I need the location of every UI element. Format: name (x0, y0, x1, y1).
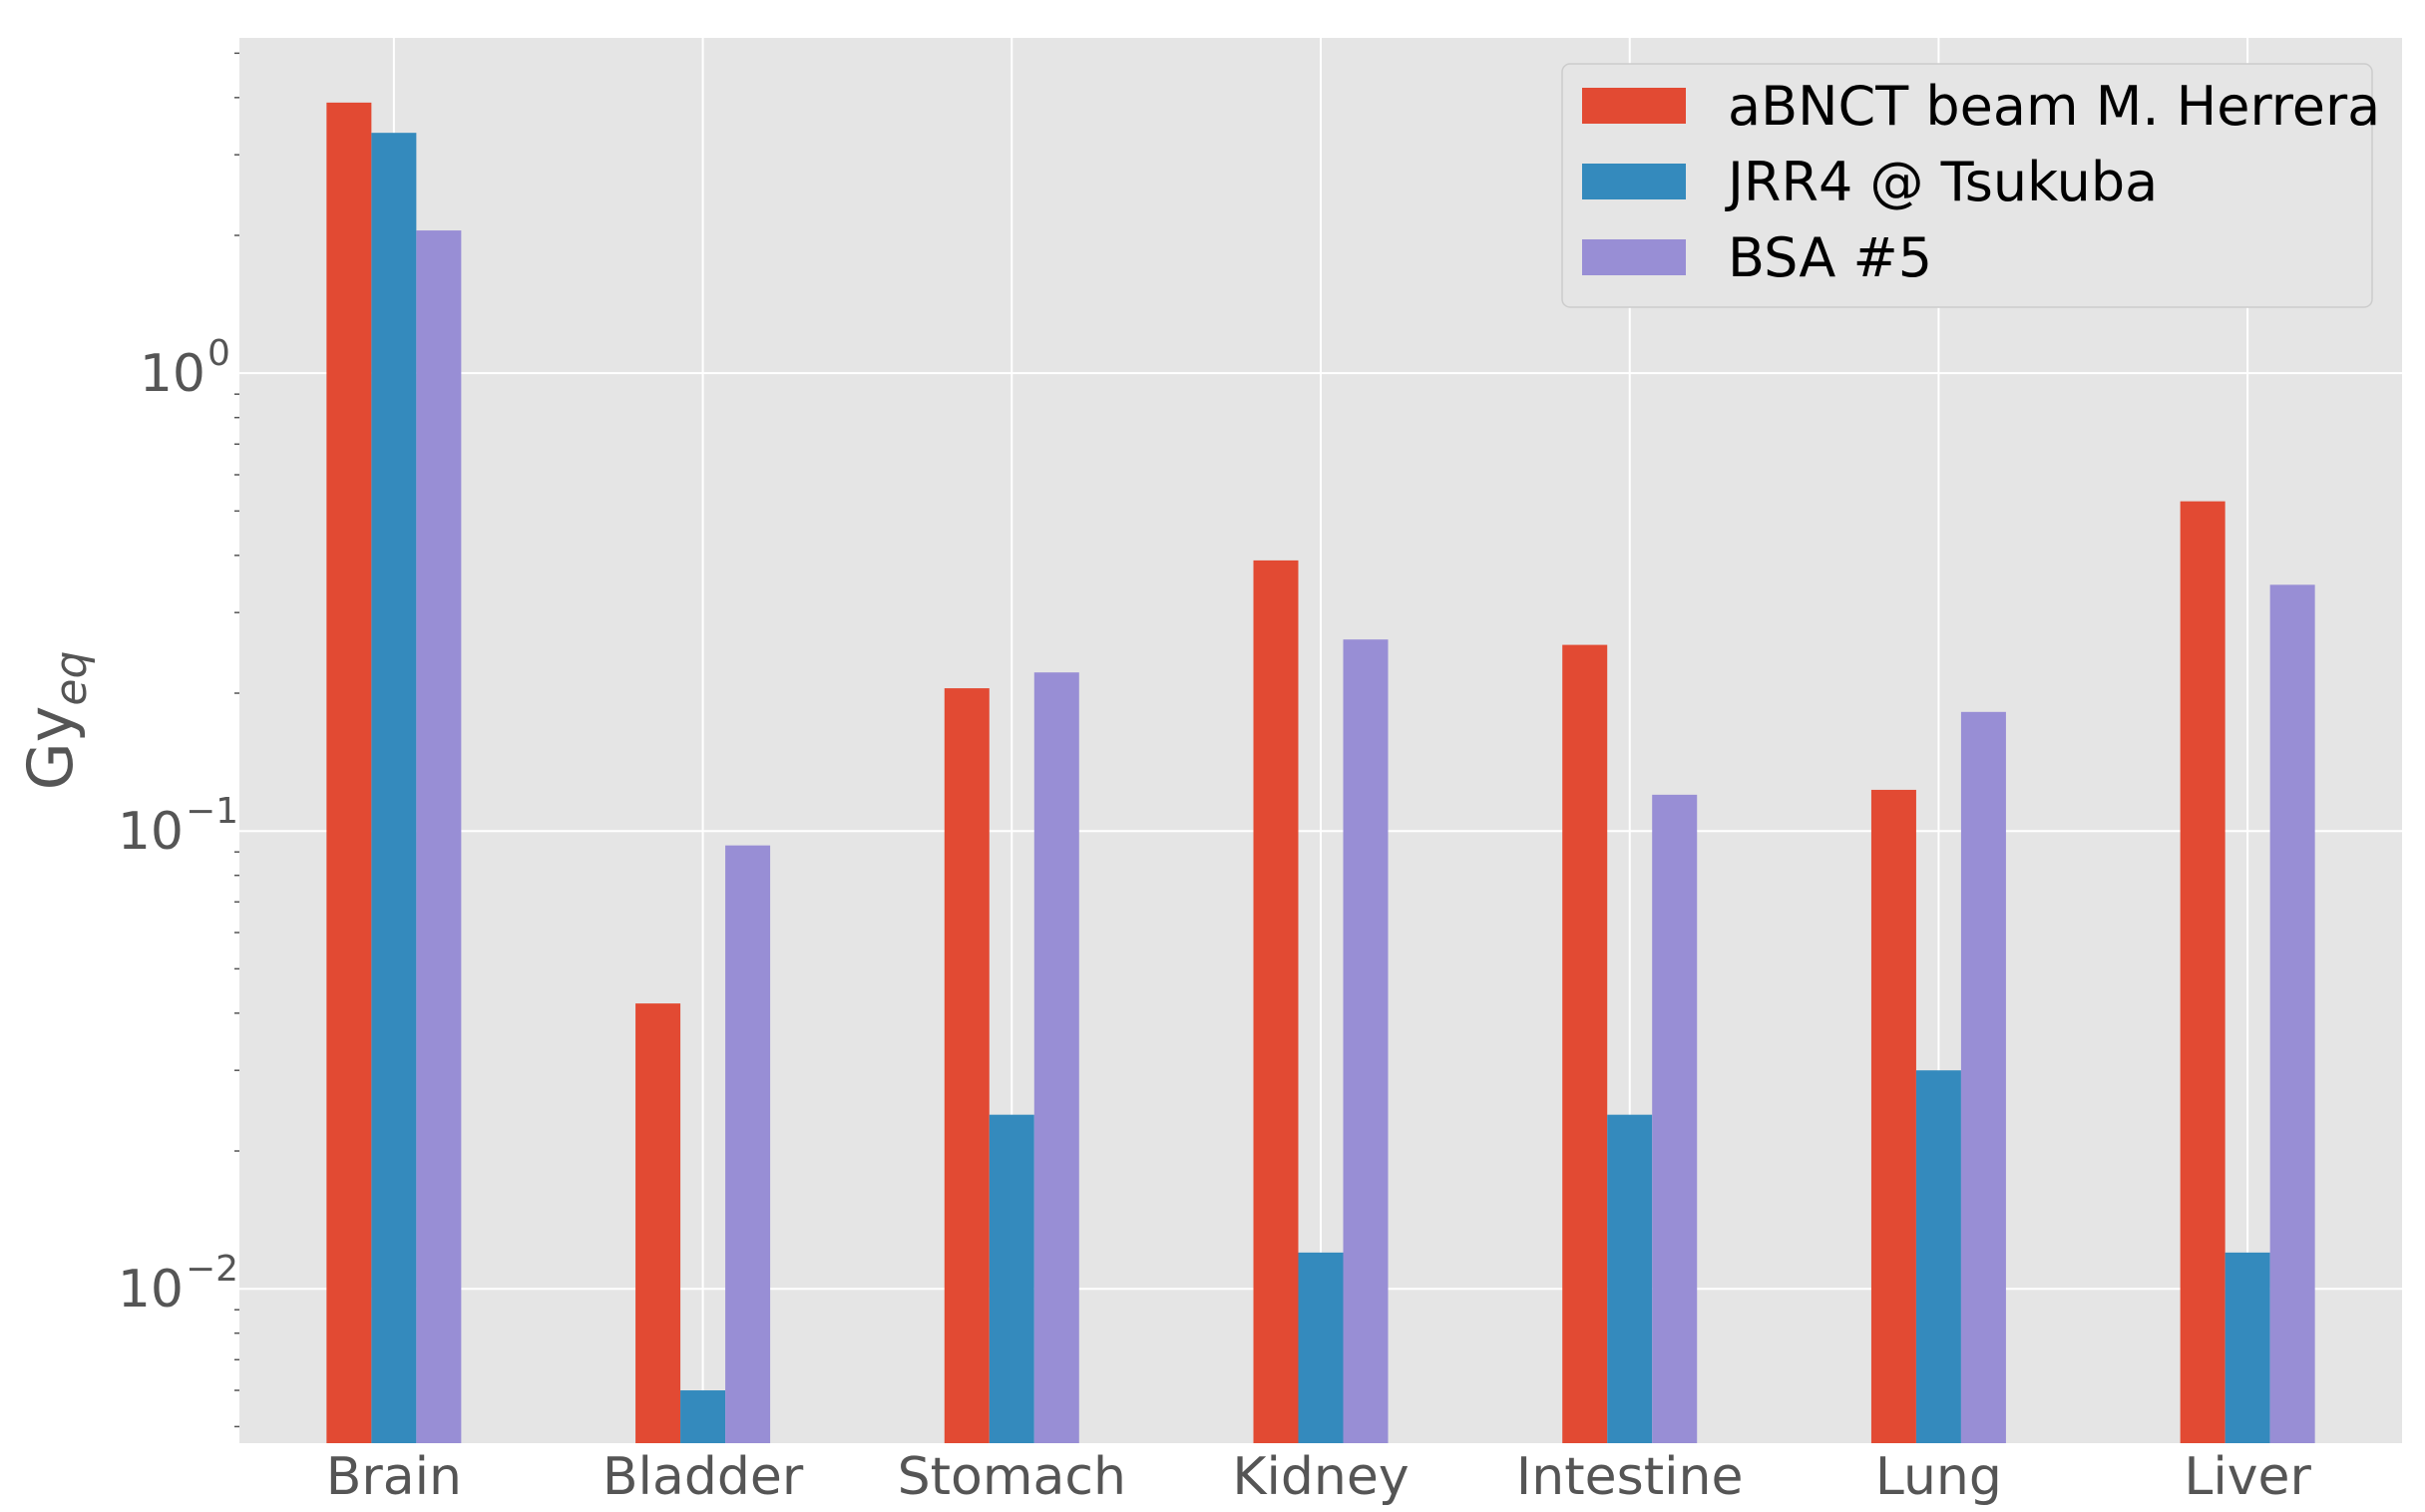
bar-brain-series-2 (371, 133, 417, 1444)
bar-intestine-series-1 (1562, 644, 1608, 1443)
bar-kidney-series-1 (1253, 560, 1299, 1443)
x-tick-label: Stomach (898, 1447, 1126, 1507)
legend-swatch (1582, 239, 1686, 275)
legend-label: JRR4 @ Tsukuba (1725, 151, 2158, 213)
bar-bladder-series-1 (635, 1003, 681, 1443)
bar-kidney-series-2 (1298, 1252, 1344, 1443)
bar-stomach-series-1 (944, 688, 990, 1443)
legend-label: BSA #5 (1728, 226, 1932, 289)
y-tick-exponent: −2 (186, 1249, 238, 1290)
y-axis-label-subscript: eq (46, 651, 97, 706)
y-tick-exponent: −1 (186, 791, 238, 832)
bar-kidney-series-3 (1343, 639, 1389, 1443)
x-tick-labels: Brain Bladder Stomach Kidney Intestine Lung Li… (326, 1447, 2312, 1507)
legend-label: aBNCT beam M. Herrera (1728, 75, 2380, 138)
bar-brain-series-3 (416, 230, 462, 1443)
bars-layer (326, 102, 2315, 1444)
bar-bladder-series-2 (680, 1390, 726, 1443)
x-tick-label: Bladder (603, 1447, 804, 1507)
bar-bladder-series-3 (725, 845, 771, 1443)
x-tick-label: Kidney (1232, 1447, 1409, 1507)
bar-lung-series-3 (1960, 711, 2006, 1443)
x-tick-label: Intestine (1516, 1447, 1744, 1507)
y-tick-label: 10 (140, 344, 205, 404)
legend-swatch (1582, 88, 1686, 124)
x-tick-label: Lung (1875, 1447, 2002, 1507)
y-tick-label: 10 (118, 1260, 184, 1320)
x-tick-label: Liver (2184, 1447, 2311, 1507)
y-axis-label-main: Gy (14, 706, 87, 791)
y-axis-label: Gyeq (14, 651, 97, 791)
bar-intestine-series-3 (1652, 794, 1698, 1443)
bar-lung-series-1 (1870, 789, 1916, 1443)
legend: aBNCT beam M. Herrera JRR4 @ Tsukuba BSA #… (1561, 63, 2380, 308)
bar-liver-series-1 (2180, 501, 2225, 1444)
bar-lung-series-2 (1915, 1070, 1961, 1443)
bar-liver-series-3 (2269, 584, 2315, 1443)
y-tick-label: 10 (118, 802, 184, 862)
bar-stomach-series-2 (989, 1114, 1034, 1443)
legend-swatch (1582, 164, 1686, 199)
bar-intestine-series-2 (1607, 1114, 1653, 1443)
bar-brain-series-1 (326, 102, 372, 1443)
y-tick-exponent: 0 (207, 333, 230, 374)
bar-stomach-series-3 (1033, 672, 1079, 1443)
x-tick-label: Brain (326, 1447, 462, 1507)
legend-box (1561, 63, 2373, 308)
bar-liver-series-2 (2224, 1252, 2270, 1443)
